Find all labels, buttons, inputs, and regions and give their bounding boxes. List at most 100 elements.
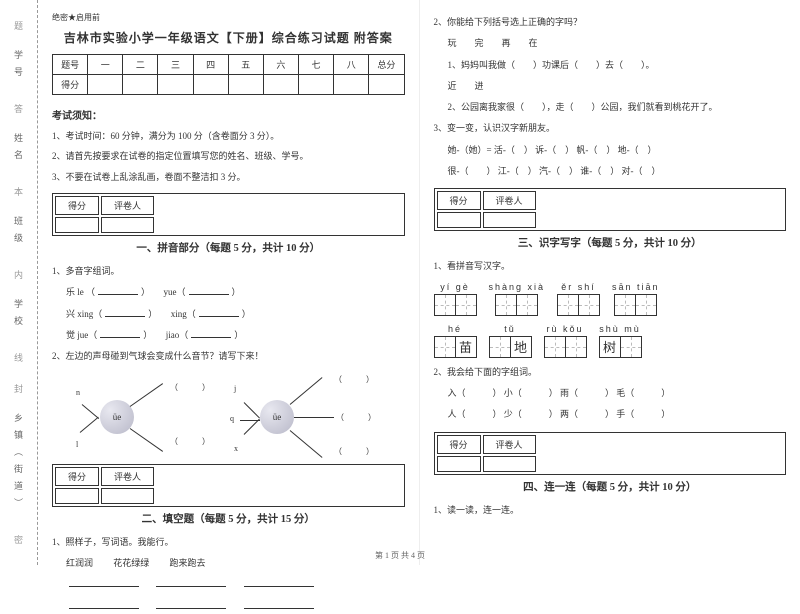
binding-margin: 题 学号 答 姓名 本 班级 内 学校 线 封 乡镇（街道） 密 [0, 0, 38, 565]
pinyin-label: shù mù [599, 324, 641, 334]
binding-label: 学号 [12, 50, 25, 84]
word-bank: 近 进 [434, 79, 787, 94]
exam-title: 吉林市实验小学一年级语文【下册】综合练习试题 附答案 [52, 29, 405, 46]
grader-label: 评卷人 [101, 467, 154, 486]
table-row: 得分 [53, 75, 405, 95]
section-title: 四、连一连（每题 5 分，共计 10 分） [434, 479, 787, 494]
grader-box: 得分评卷人 [52, 464, 405, 507]
notice-item: 1、考试时间：60 分钟，满分为 100 分（含卷面分 3 分）。 [52, 129, 405, 143]
char-group: hé 苗 [434, 324, 477, 358]
grader-label: 评卷人 [483, 435, 536, 454]
pinyin-label: tǔ [504, 324, 516, 334]
grader-box: 得分评卷人 [52, 193, 405, 236]
score-table: 题号 一 二 三 四 五 六 七 八 总分 得分 [52, 54, 405, 95]
binding-label: 姓名 [12, 133, 25, 167]
question-line: 很-（ ） 江-（ ） 汽-（ ） 谁-（ ） 对-（ ） [434, 164, 787, 179]
score-header: 五 [228, 55, 263, 75]
grader-label: 评卷人 [483, 191, 536, 210]
score-header: 七 [298, 55, 333, 75]
question-text: 2、你能给下列括号选上正确的字吗？ [434, 15, 787, 30]
bubble-right: üe j q x （ ） （ ） （ ） [230, 374, 370, 454]
score-header: 题号 [53, 55, 88, 75]
bubble-diagram: üe n l （ ） （ ） üe j q x [70, 374, 405, 454]
char-group: rù kǒu [544, 324, 587, 358]
pinyin-label: rù kǒu [546, 324, 583, 334]
score-header: 六 [263, 55, 298, 75]
ray-label: x [234, 444, 238, 453]
score-header: 四 [193, 55, 228, 75]
score-header: 八 [334, 55, 369, 75]
ray-label: l [76, 440, 78, 449]
score-label: 得分 [55, 196, 99, 215]
pinyin-label: yí gè [440, 282, 470, 292]
secret-label: 绝密★启用前 [52, 12, 405, 23]
grader-box: 得分评卷人 [434, 432, 787, 475]
score-header: 一 [88, 55, 123, 75]
char-group: ěr shí [557, 282, 600, 316]
answer-bracket[interactable]: （ ） [336, 412, 376, 423]
pinyin-label: shàng xià [489, 282, 546, 292]
right-column: 2、你能给下列括号选上正确的字吗？ 玩 完 再 在 1、妈妈叫我做（ ）功课后（… [420, 0, 800, 565]
pinyin-label: sān tiān [612, 282, 660, 292]
question-row: 乐 le （） yue（） [52, 285, 405, 300]
answer-bracket[interactable]: （ ） [334, 446, 374, 457]
binding-marker: 本 [14, 185, 23, 198]
left-column: 绝密★启用前 吉林市实验小学一年级语文【下册】综合练习试题 附答案 题号 一 二… [38, 0, 420, 565]
char-group: tǔ 地 [489, 324, 532, 358]
question-row: 觉 jue（） jiao（） [52, 328, 405, 343]
section-title: 三、识字写字（每题 5 分，共计 10 分） [434, 235, 787, 250]
answer-bracket[interactable]: （ ） [170, 382, 210, 393]
ray-label: j [234, 384, 236, 393]
score-header: 总分 [369, 55, 404, 75]
question-text: 1、读一读，连一连。 [434, 503, 787, 518]
bubble-left: üe n l （ ） （ ） [70, 374, 210, 454]
ray-label: q [230, 414, 234, 423]
answer-blanks [52, 599, 405, 614]
page-footer: 第 1 页 共 4 页 [0, 550, 800, 561]
answer-bracket[interactable]: （ ） [170, 436, 210, 447]
char-group: sān tiān [612, 282, 660, 316]
char-group: shù mù 树 [599, 324, 642, 358]
question-text: 2、我会给下面的字组词。 [434, 365, 787, 380]
binding-marker: 内 [14, 268, 23, 281]
question-text: 1、照样子，写词语。我能行。 [52, 535, 405, 550]
binding-marker: 答 [14, 102, 23, 115]
binding-label: 班级 [12, 216, 25, 250]
answer-blanks [52, 577, 405, 592]
char-group: shàng xià [489, 282, 546, 316]
notice-item: 3、不要在试卷上乱涂乱画，卷面不整洁扣 3 分。 [52, 170, 405, 184]
question-text: 1、看拼音写汉字。 [434, 259, 787, 274]
binding-label: 学校 [12, 299, 25, 333]
score-label: 得分 [437, 191, 481, 210]
question-line: 人（ ） 少（ ） 两（ ） 手（ ） [434, 407, 787, 422]
score-label: 得分 [55, 467, 99, 486]
section-title: 二、填空题（每题 5 分，共计 15 分） [52, 511, 405, 526]
table-row: 题号 一 二 三 四 五 六 七 八 总分 [53, 55, 405, 75]
question-line: 1、妈妈叫我做（ ）功课后（ ）去（ ）。 [434, 58, 787, 73]
binding-marker: 题 [14, 19, 23, 32]
question-text: 2、左边的声母碰到气球会变成什么音节？请写下来！ [52, 349, 405, 364]
binding-marker: 封 [14, 382, 23, 395]
word-bank: 玩 完 再 在 [434, 36, 787, 51]
question-text: 1、多音字组词。 [52, 264, 405, 279]
notice-item: 2、请首先按要求在试卷的指定位置填写您的姓名、班级、学号。 [52, 149, 405, 163]
score-label: 得分 [437, 435, 481, 454]
grader-box: 得分评卷人 [434, 188, 787, 231]
question-row: 兴 xing（） xing（） [52, 307, 405, 322]
binding-label: 乡镇（街道） [12, 413, 25, 515]
ray-label: n [76, 388, 80, 397]
question-line: 2、公园离我家很（ ），走（ ）公园，我们就看到桃花开了。 [434, 100, 787, 115]
grader-label: 评卷人 [101, 196, 154, 215]
question-line: 入（ ） 小（ ） 雨（ ） 毛（ ） [434, 386, 787, 401]
char-group: yí gè [434, 282, 477, 316]
section-title: 一、拼音部分（每题 5 分，共计 10 分） [52, 240, 405, 255]
score-row-label: 得分 [53, 75, 88, 95]
char-grid-row: yí gè shàng xià ěr shí sān tiān [434, 282, 787, 316]
answer-bracket[interactable]: （ ） [334, 374, 374, 385]
score-header: 二 [123, 55, 158, 75]
circle-icon: üe [260, 400, 294, 434]
question-text: 3、变一变，认识汉字新朋友。 [434, 121, 787, 136]
score-header: 三 [158, 55, 193, 75]
notice-heading: 考试须知： [52, 107, 405, 122]
pinyin-label: hé [448, 324, 462, 334]
